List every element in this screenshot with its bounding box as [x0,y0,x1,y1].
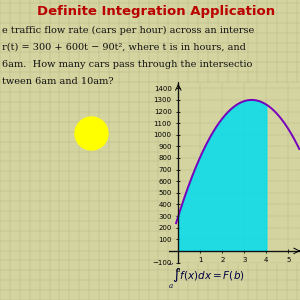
Circle shape [75,117,108,150]
Text: tween 6am and 10am?: tween 6am and 10am? [2,77,113,86]
Text: $\int f(x)dx = F(b)$: $\int f(x)dx = F(b)$ [172,266,245,284]
Text: Definite Integration Application: Definite Integration Application [37,4,275,17]
Text: a: a [169,282,173,290]
Text: 6am.  How many cars pass through the intersectio: 6am. How many cars pass through the inte… [2,60,252,69]
Text: r(t) = 300 + 600t − 90t², where t is in hours, and: r(t) = 300 + 600t − 90t², where t is in … [2,43,245,52]
Text: e traffic flow rate (cars per hour) across an interse: e traffic flow rate (cars per hour) acro… [2,26,254,34]
Text: a: a [176,266,181,274]
Text: b: b [169,259,173,267]
